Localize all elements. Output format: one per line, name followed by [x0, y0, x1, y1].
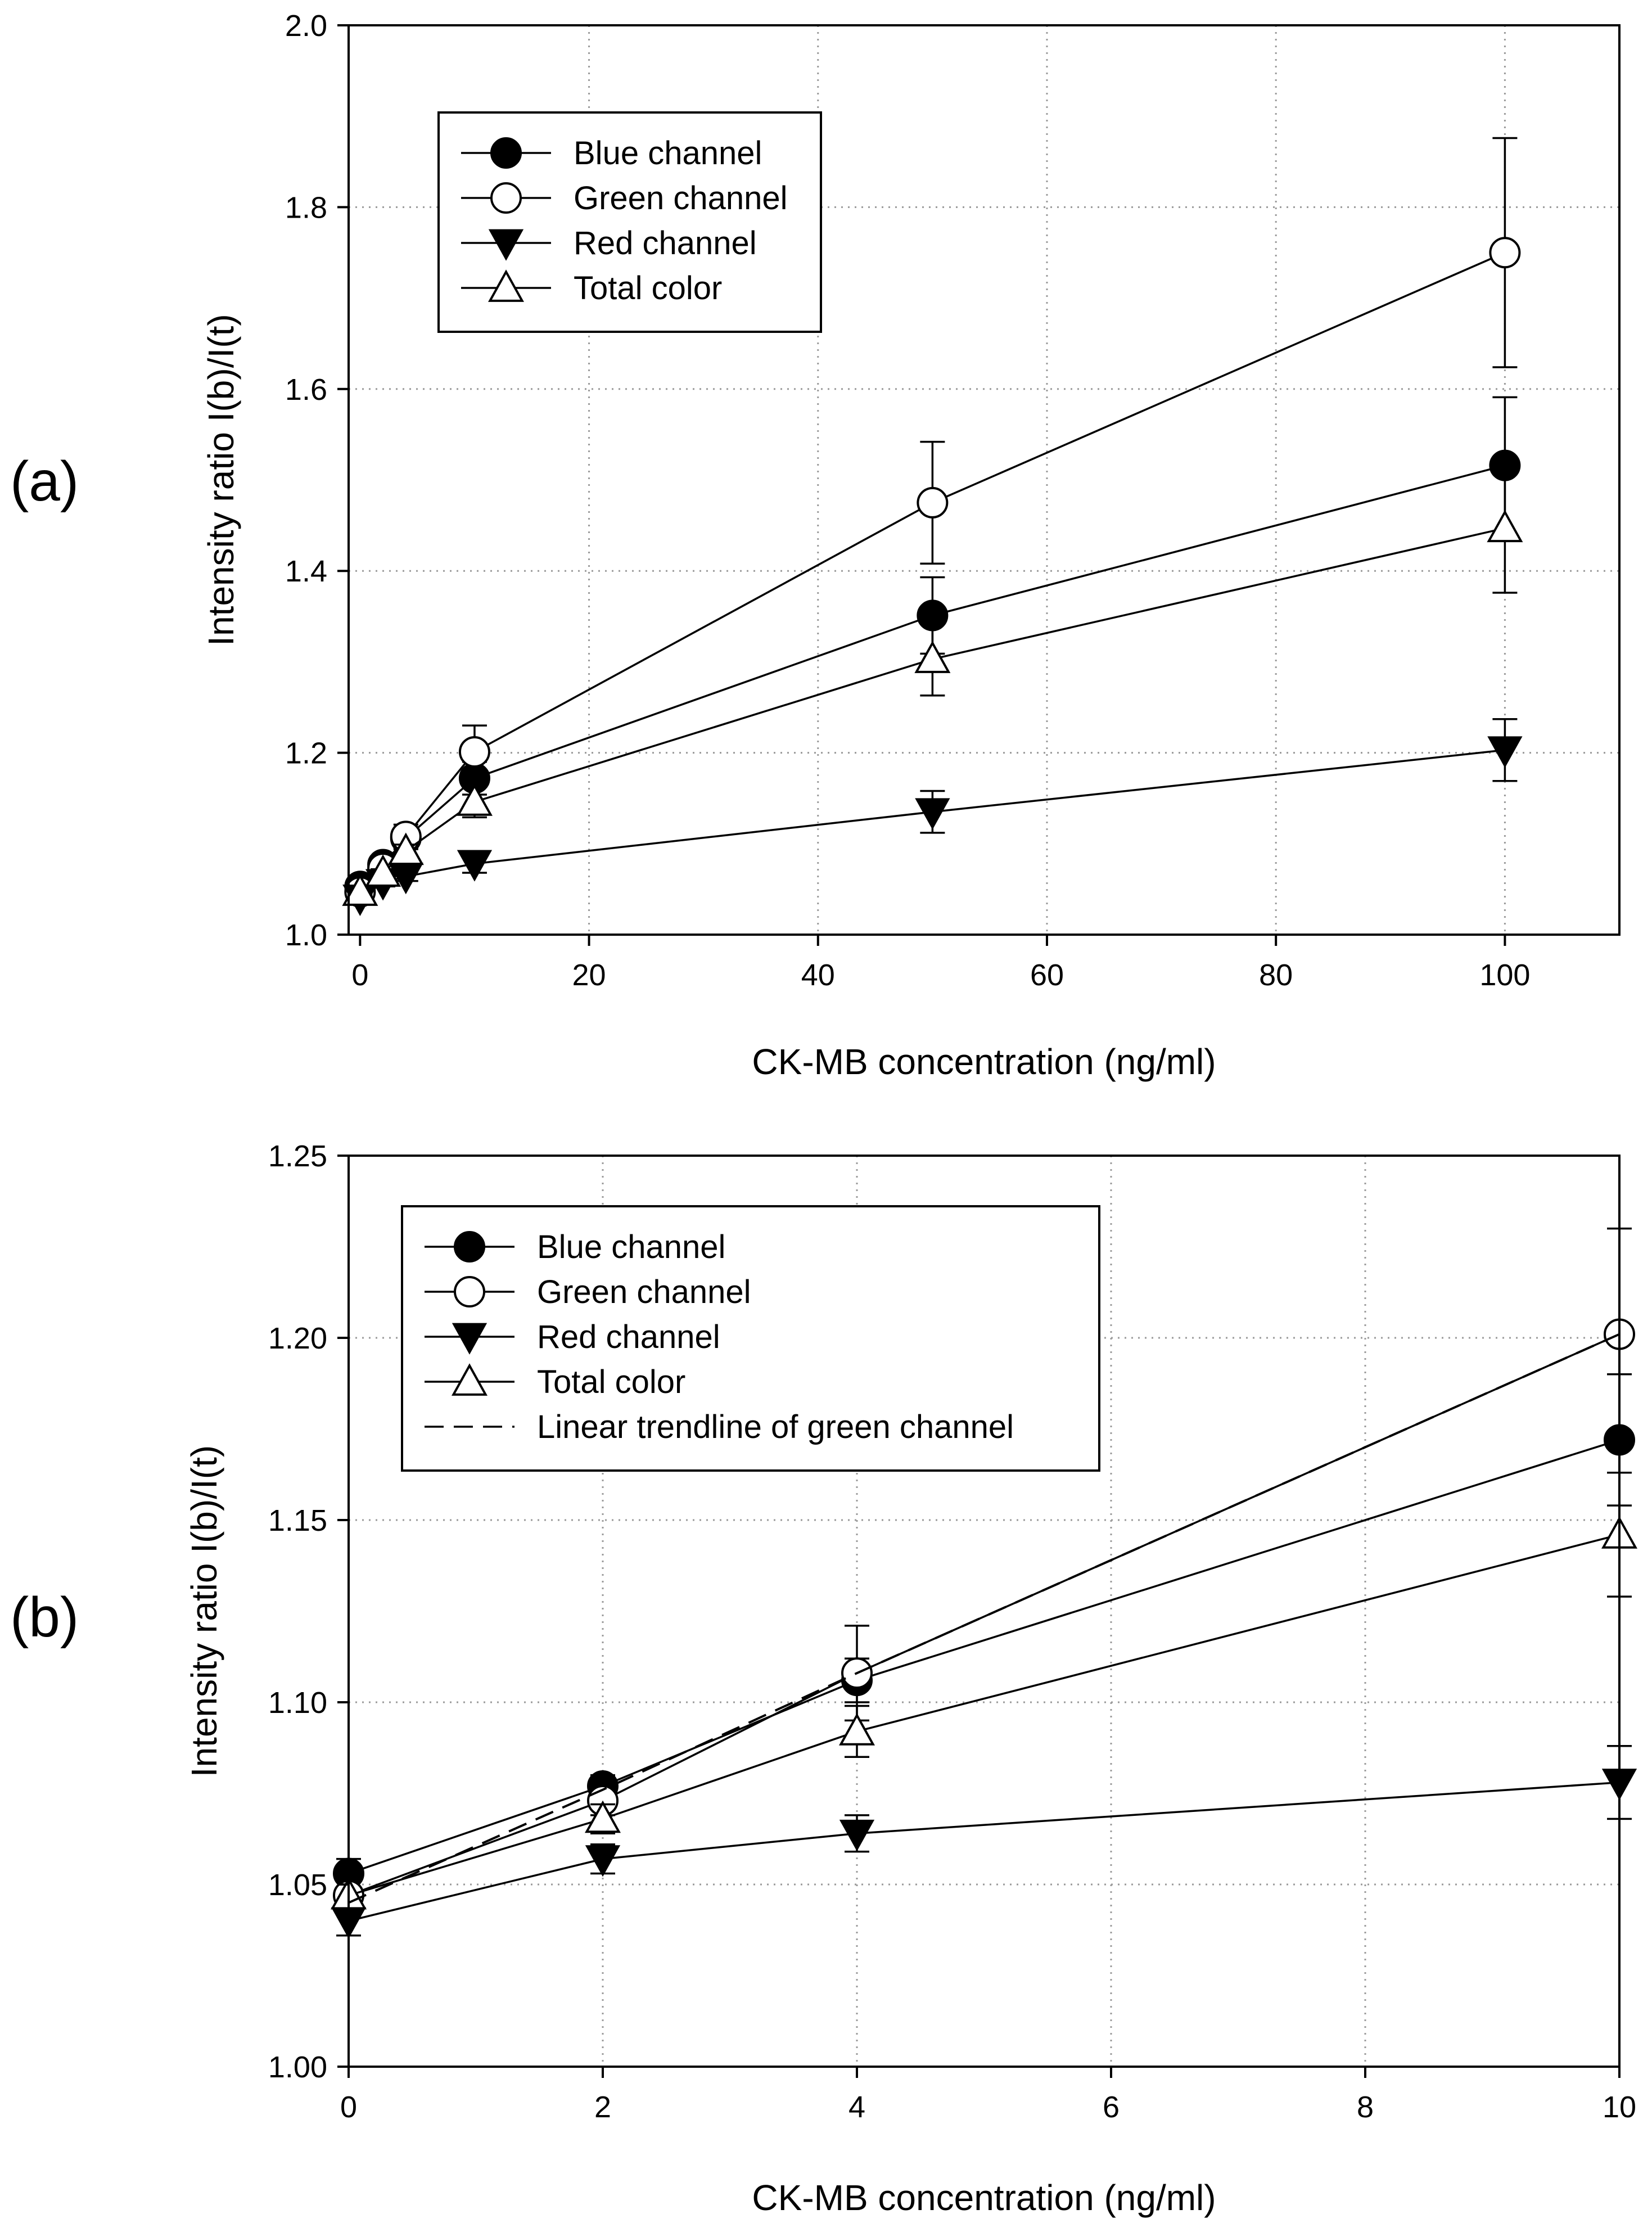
data-point-green-channel — [1489, 237, 1521, 269]
y-tick-label: 1.0 — [285, 918, 327, 952]
panel-a-plot — [342, 137, 1523, 917]
x-tick-label: 100 — [1479, 958, 1530, 992]
y-tick-label: 1.05 — [268, 1868, 327, 1902]
legend-marker — [454, 1231, 485, 1262]
panel-a-frame — [347, 24, 1621, 936]
x-tick-label: 4 — [848, 2090, 865, 2124]
y-tick-label: 1.4 — [285, 554, 327, 588]
legend-label: Green channel — [574, 180, 787, 217]
series-line-blue-channel — [348, 1439, 1620, 1875]
series-red-channel — [342, 718, 1523, 917]
panel-a-ticks: 0 20 40 60 80 100 1.0 1.2 1.4 1.6 1.8 2.0 — [285, 9, 1531, 992]
y-tick-label: 1.2 — [285, 737, 327, 770]
x-tick-label: 10 — [1603, 2090, 1636, 2124]
data-point-red-channel — [839, 1819, 875, 1851]
panel-b-frame — [347, 1155, 1621, 2068]
legend-marker — [490, 137, 522, 169]
panel-a: (a) 0 20 40 60 80 100 1.0 1.2 1.4 1.6 1.8 2.0 CK-MB… — [10, 9, 1621, 1082]
data-point-green-channel — [458, 736, 490, 768]
legend-label: Total color — [537, 1364, 685, 1400]
x-tick-label: 8 — [1357, 2090, 1374, 2124]
data-point-total-color — [1487, 509, 1523, 543]
legend-label: Linear trendline of green channel — [537, 1409, 1014, 1445]
y-tick-label: 1.10 — [268, 1686, 327, 1720]
y-tick-label: 1.25 — [268, 1139, 327, 1173]
legend-label: Blue channel — [574, 135, 762, 172]
data-point-red-channel — [585, 1845, 621, 1877]
legend-marker — [488, 229, 524, 261]
legend-entry-total-color: Total color — [425, 1363, 685, 1400]
legend-marker — [452, 1323, 488, 1355]
data-point-green-channel — [917, 486, 949, 518]
legend-entry-linear-trendline-of-green-channel: Linear trendline of green channel — [425, 1409, 1014, 1445]
data-point-total-color — [914, 641, 951, 673]
legend-entry-blue-channel: Blue channel — [461, 135, 762, 172]
legend-marker — [488, 269, 524, 302]
legend-entry-red-channel: Red channel — [425, 1319, 720, 1355]
x-tick-label: 2 — [594, 2090, 611, 2124]
legend-label: Red channel — [574, 225, 757, 261]
series-total-color — [342, 462, 1523, 906]
panel-b-legend: Blue channel Green channel Red channel Tota… — [401, 1205, 1100, 1472]
panel-b-x-axis-label: CK-MB concentration (ng/ml) — [752, 2177, 1216, 2218]
legend-label: Red channel — [537, 1319, 720, 1355]
y-tick-label: 2.0 — [285, 9, 327, 43]
series-line-total-color — [348, 1534, 1620, 1897]
legend-marker — [454, 1276, 485, 1307]
data-point-red-channel — [1487, 736, 1523, 768]
x-tick-label: 40 — [801, 958, 835, 992]
x-tick-label: 0 — [351, 958, 368, 992]
data-point-red-channel — [457, 850, 493, 882]
legend-entry-green-channel: Green channel — [461, 180, 787, 217]
data-point-total-color — [342, 873, 378, 906]
x-tick-label: 60 — [1030, 958, 1064, 992]
y-tick-label: 1.20 — [268, 1322, 327, 1355]
data-point-red-channel — [915, 798, 950, 830]
series-linear-trendline-of-green-channel — [348, 1333, 1620, 1904]
panel-a-legend: Blue channel Green channel Red channel Tota… — [437, 111, 822, 333]
panel-label-a: (a) — [10, 450, 79, 513]
panel-b-y-axis-label: Intensity ratio I(b)/I(t) — [184, 1445, 224, 1777]
y-tick-label: 1.00 — [268, 2050, 327, 2084]
y-tick-label: 1.8 — [285, 191, 327, 224]
panel-b-ticks: 0 2 4 6 8 10 1.00 1.05 1.10 1.15 1.20 1.25 — [268, 1139, 1636, 2124]
panel-a-x-axis-label: CK-MB concentration (ng/ml) — [752, 1041, 1216, 1082]
x-tick-label: 20 — [572, 958, 606, 992]
x-tick-label: 6 — [1103, 2090, 1120, 2124]
legend-entry-red-channel: Red channel — [461, 225, 757, 261]
series-line-red-channel — [348, 1781, 1620, 1922]
legend-label: Blue channel — [537, 1229, 725, 1265]
legend-entry-green-channel: Green channel — [425, 1274, 751, 1310]
legend-entry-total-color: Total color — [461, 269, 722, 306]
legend-label: Green channel — [537, 1274, 751, 1310]
legend-marker — [452, 1363, 488, 1396]
series-total-color — [331, 1472, 1637, 1911]
legend-box — [401, 1205, 1100, 1472]
data-point-total-color — [387, 832, 424, 865]
data-point-total-color — [365, 854, 401, 887]
series-line-linear-trendline-of-green-channel — [348, 1333, 1620, 1904]
y-tick-label: 1.6 — [285, 373, 327, 407]
panel-b: (b) 0 2 4 6 8 10 1.00 1.05 1.10 1.15 1.20 1.25 CK-M… — [10, 1139, 1637, 2218]
legend-label: Total color — [574, 270, 722, 306]
x-tick-label: 0 — [340, 2090, 357, 2124]
legend-entry-blue-channel: Blue channel — [425, 1229, 725, 1265]
panel-label-b: (b) — [10, 1586, 79, 1649]
data-point-total-color — [839, 1713, 875, 1746]
panel-a-y-axis-label: Intensity ratio I(b)/I(t) — [201, 314, 241, 646]
x-tick-label: 80 — [1259, 958, 1293, 992]
data-point-total-color — [585, 1800, 621, 1833]
legend-marker — [490, 182, 522, 214]
y-tick-label: 1.15 — [268, 1504, 327, 1537]
data-point-total-color — [456, 783, 493, 816]
